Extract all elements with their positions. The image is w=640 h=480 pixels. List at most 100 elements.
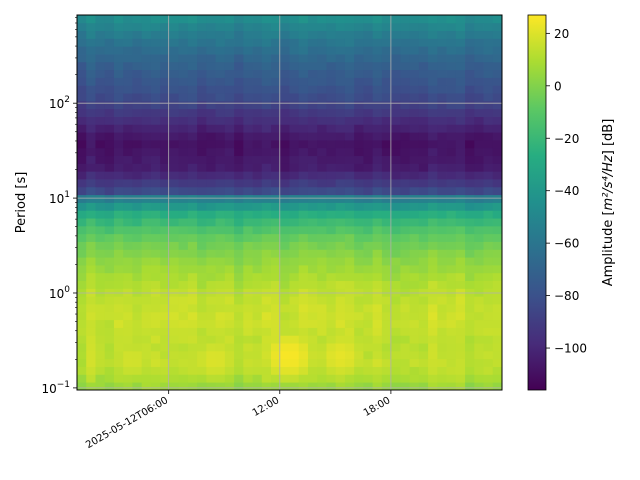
heatmap-cell [317,202,327,211]
heatmap-cell [335,124,346,133]
heatmap-cell [437,249,447,258]
heatmap-cell [215,319,226,328]
heatmap-cell [363,257,374,266]
heatmap-cell [326,257,337,266]
heatmap-cell [307,249,318,258]
heatmap-cell [252,163,263,172]
heatmap-cell [160,374,170,383]
heatmap-cell [474,272,484,282]
heatmap-cell [465,327,475,336]
heatmap-cell [418,366,429,375]
heatmap-cell [160,61,170,71]
heatmap-cell [178,171,189,180]
heatmap-cell [206,108,216,117]
heatmap-cell [141,54,152,63]
heatmap-cell [95,147,106,157]
heatmap-cell [298,311,309,321]
heatmap-cell [261,311,272,321]
heatmap-cell [465,382,475,391]
heatmap-cell [326,147,337,157]
heatmap-cell [123,61,133,71]
heatmap-cell [307,140,318,149]
heatmap-cell [280,288,290,297]
heatmap-cell [289,61,300,71]
heatmap-cell [271,69,281,78]
heatmap-cell [150,288,161,297]
heatmap-cell [224,163,235,172]
heatmap-cell [187,225,198,235]
heatmap-cell [344,311,355,321]
heatmap-cell [307,343,318,352]
heatmap-cell [474,374,484,383]
heatmap-cell [363,93,374,102]
heatmap-cell [418,54,429,63]
heatmap-cell [363,179,374,188]
heatmap-cell [437,163,447,172]
heatmap-cell [492,61,503,71]
heatmap-cell [243,343,253,352]
heatmap-cell [150,210,161,219]
heatmap-cell [206,280,216,289]
heatmap-cell [483,22,494,32]
heatmap-cell [483,100,494,110]
heatmap-cell [86,304,96,313]
heatmap-cell [271,210,281,219]
heatmap-cell [344,265,355,274]
heatmap-cell [428,382,438,391]
heatmap-cell [197,108,207,117]
heatmap-cell [400,225,411,235]
heatmap-cell [289,241,300,250]
heatmap-cell [446,171,457,180]
heatmap-cell [446,163,457,172]
heatmap-cell [317,280,327,289]
heatmap-cell [400,108,411,117]
heatmap-cell [187,374,198,383]
heatmap-cell [474,124,484,133]
heatmap-cell [113,210,124,219]
heatmap-cell [169,30,180,39]
heatmap-cell [113,319,124,328]
heatmap-cell [280,280,290,289]
heatmap-cell [271,304,281,313]
heatmap-cell [344,186,355,196]
heatmap-cell [243,241,253,250]
heatmap-cell [113,225,124,235]
heatmap-cell [391,15,401,24]
heatmap-cell [317,38,327,47]
heatmap-cell [428,116,438,125]
heatmap-cell [381,15,392,24]
heatmap-cell [271,38,281,47]
heatmap-cell [243,272,253,282]
heatmap-cell [307,218,318,227]
heatmap-cell [289,46,300,55]
heatmap-cell [344,15,355,24]
heatmap-cell [437,296,447,305]
heatmap-cell [307,280,318,289]
heatmap-cell [243,288,253,297]
heatmap-cell [317,116,327,125]
heatmap-cell [150,124,161,133]
heatmap-cell [446,327,457,336]
heatmap-cell [455,85,466,94]
heatmap-cell [104,155,115,164]
heatmap-cell [483,241,494,250]
heatmap-cell [455,272,466,282]
heatmap-cell [363,241,374,250]
heatmap-cell [215,272,226,282]
heatmap-cell [178,147,189,157]
heatmap-cell [381,194,392,203]
heatmap-cell [344,179,355,188]
heatmap-cell [243,311,253,321]
heatmap-cell [437,319,447,328]
heatmap-cell [437,140,447,149]
heatmap-cell [150,382,161,391]
heatmap-cell [224,179,235,188]
heatmap-cell [224,350,235,360]
heatmap-cell [123,210,133,219]
heatmap-cell [483,210,494,219]
heatmap-cell [113,132,124,141]
spectrogram-heatmap [77,15,503,391]
heatmap-cell [465,374,475,383]
heatmap-cell [381,163,392,172]
heatmap-cell [197,265,207,274]
